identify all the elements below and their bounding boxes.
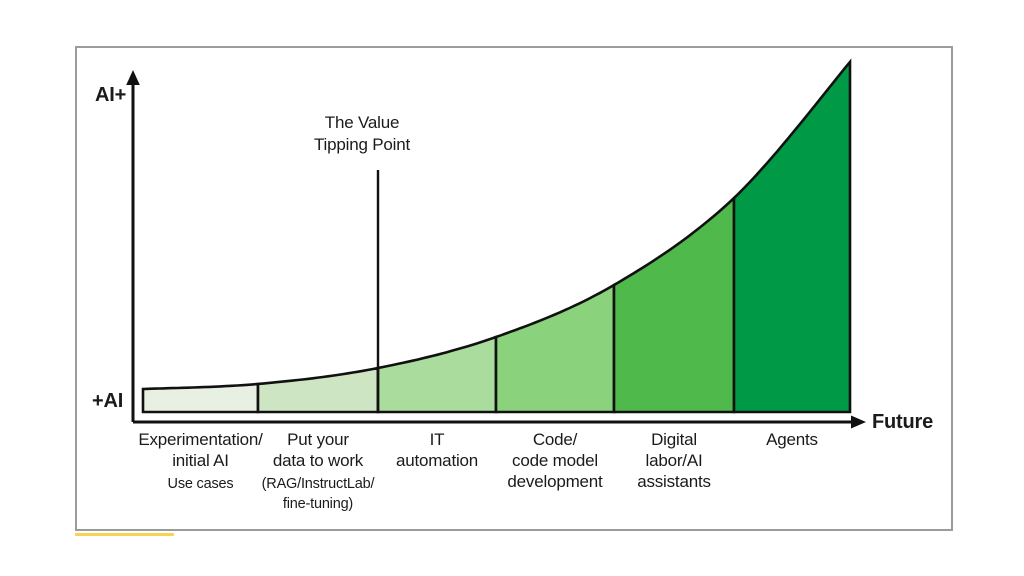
segment-label-line: Put your <box>287 430 349 449</box>
segment-label-line: assistants <box>637 472 711 491</box>
segment-label-line: data to work <box>272 451 364 470</box>
segment-label-5: Agents <box>702 429 882 450</box>
area-segment-5 <box>732 58 852 414</box>
segment-label-line: code model <box>512 451 598 470</box>
area-segment-2 <box>376 335 498 414</box>
segment-label-line: Experimentation/ <box>138 430 263 449</box>
yellow-underline <box>75 533 174 536</box>
area-segment-1 <box>256 366 380 414</box>
segment-label-line: Code/ <box>532 430 578 449</box>
x-axis-label: Future <box>872 411 934 433</box>
segment-label-line: Digital <box>651 430 697 449</box>
tipping-point-annotation: The Value Tipping Point <box>252 112 472 156</box>
segment-label-line: Agents <box>766 430 818 449</box>
segment-label-line: automation <box>395 451 479 470</box>
segment-label-line: development <box>507 472 603 491</box>
x-axis-arrowhead <box>851 415 866 429</box>
segment-sublabel-line: fine-tuning) <box>282 496 354 512</box>
y-axis-arrowhead <box>126 70 140 85</box>
area-segment-0 <box>141 382 260 414</box>
segment-label-line: labor/AI <box>645 451 703 470</box>
segment-sublabel-line: (RAG/InstructLab/ <box>261 476 375 492</box>
y-axis-top-label: AI+ <box>95 84 127 106</box>
segment-label-4: Digital labor/AI assistants <box>584 429 764 492</box>
segment-label-line: initial AI <box>172 451 229 470</box>
tipping-point-annotation-line1: The Value <box>324 113 400 132</box>
segment-label-2: IT automation <box>347 429 527 471</box>
segment-label-line: IT <box>429 430 445 449</box>
area-segment-4 <box>612 194 736 414</box>
segment-label-0: Experimentation/initial AI Use cases <box>111 429 291 494</box>
area-segment-3 <box>494 282 616 414</box>
segment-label-1: Put your data to work (RAG/InstructLab/fin… <box>228 429 408 514</box>
tipping-point-annotation-line2: Tipping Point <box>314 135 410 154</box>
segment-label-3: Code/code model development <box>465 429 645 492</box>
y-axis-bottom-label: +AI <box>92 390 124 412</box>
segment-sublabel-line: Use cases <box>167 476 234 492</box>
